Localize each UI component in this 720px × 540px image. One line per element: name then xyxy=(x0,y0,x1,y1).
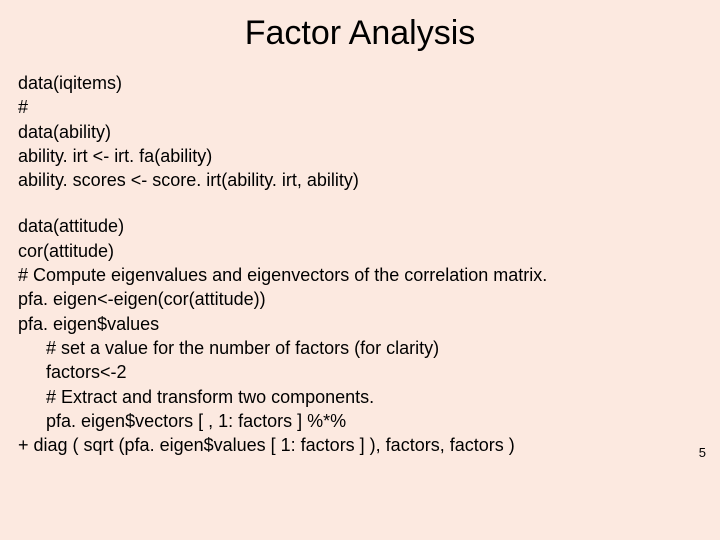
code-line: # xyxy=(18,95,702,119)
code-line: data(iqitems) xyxy=(18,71,702,95)
code-line: data(ability) xyxy=(18,120,702,144)
code-line: pfa. eigen$values xyxy=(18,312,702,336)
code-line: cor(attitude) xyxy=(18,239,702,263)
code-block-1: data(iqitems) # data(ability) ability. i… xyxy=(0,71,720,192)
code-line: + diag ( sqrt (pfa. eigen$values [ 1: fa… xyxy=(18,433,702,457)
code-line: # Compute eigenvalues and eigenvectors o… xyxy=(18,263,702,287)
code-line: # Extract and transform two components. xyxy=(18,385,702,409)
page-title: Factor Analysis xyxy=(0,0,720,71)
code-line: ability. scores <- score. irt(ability. i… xyxy=(18,168,702,192)
page-number: 5 xyxy=(699,445,706,460)
code-line: data(attitude) xyxy=(18,214,702,238)
code-line: pfa. eigen$vectors [ , 1: factors ] %*% xyxy=(18,409,702,433)
code-line: pfa. eigen<-eigen(cor(attitude)) xyxy=(18,287,702,311)
code-line: # set a value for the number of factors … xyxy=(18,336,702,360)
code-line: factors<-2 xyxy=(18,360,702,384)
code-line: ability. irt <- irt. fa(ability) xyxy=(18,144,702,168)
code-block-2: data(attitude) cor(attitude) # Compute e… xyxy=(0,214,720,457)
